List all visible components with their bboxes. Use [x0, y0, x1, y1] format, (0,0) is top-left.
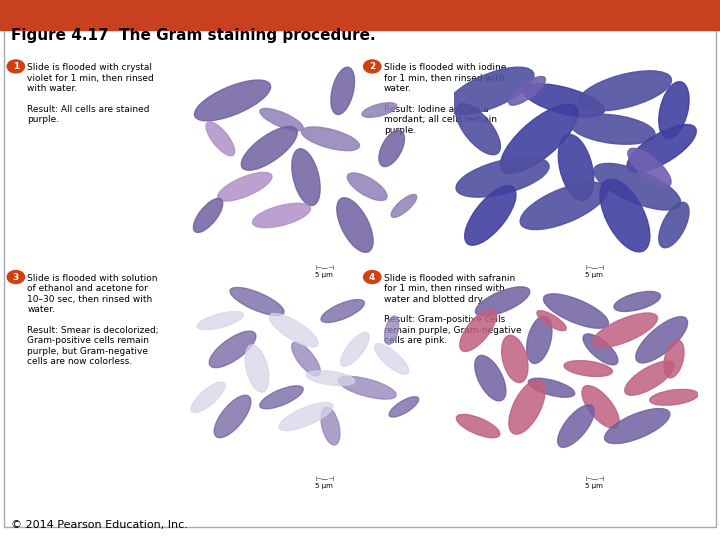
Text: LM: LM — [560, 477, 574, 487]
Ellipse shape — [475, 287, 530, 316]
Ellipse shape — [509, 380, 545, 434]
Ellipse shape — [659, 202, 689, 248]
Ellipse shape — [636, 316, 688, 363]
Ellipse shape — [321, 407, 340, 445]
Ellipse shape — [194, 199, 222, 232]
Ellipse shape — [337, 198, 373, 252]
Text: LM: LM — [560, 267, 574, 276]
Ellipse shape — [456, 414, 500, 438]
Ellipse shape — [260, 386, 303, 409]
Ellipse shape — [600, 179, 650, 252]
Ellipse shape — [215, 395, 251, 438]
Text: Slide is flooded with iodine
for 1 min, then rinsed with
water.

Result: Iodine : Slide is flooded with iodine for 1 min, … — [384, 63, 506, 134]
Text: 4: 4 — [369, 273, 375, 281]
Text: LM: LM — [290, 267, 304, 276]
Ellipse shape — [460, 309, 496, 352]
Ellipse shape — [321, 300, 364, 322]
Text: © 2014 Pearson Education, Inc.: © 2014 Pearson Education, Inc. — [11, 520, 188, 530]
Ellipse shape — [292, 342, 320, 376]
Text: Slide is flooded with crystal
violet for 1 min, then rinsed
with water.

Result:: Slide is flooded with crystal violet for… — [27, 63, 154, 124]
Ellipse shape — [594, 164, 680, 210]
Ellipse shape — [331, 67, 354, 114]
Ellipse shape — [217, 172, 272, 201]
Text: Slide is flooded with solution
of ethanol and acetone for
10–30 sec, then rinsed: Slide is flooded with solution of ethano… — [27, 274, 159, 366]
Ellipse shape — [292, 148, 320, 206]
Text: ⊢—⊣
5 µm: ⊢—⊣ 5 µm — [585, 265, 605, 278]
Text: ⊢—⊣
5 µm: ⊢—⊣ 5 µm — [315, 476, 335, 489]
Ellipse shape — [474, 355, 506, 401]
Ellipse shape — [605, 409, 670, 443]
Ellipse shape — [253, 203, 310, 228]
Ellipse shape — [306, 371, 355, 386]
Ellipse shape — [246, 345, 269, 392]
Ellipse shape — [230, 287, 284, 315]
Ellipse shape — [374, 343, 409, 374]
Ellipse shape — [659, 82, 689, 138]
Ellipse shape — [210, 331, 256, 368]
Text: 2: 2 — [369, 62, 375, 71]
Ellipse shape — [558, 405, 594, 447]
Circle shape — [364, 60, 381, 73]
Ellipse shape — [391, 194, 417, 218]
Ellipse shape — [583, 334, 618, 365]
Ellipse shape — [338, 376, 396, 399]
Ellipse shape — [523, 84, 604, 117]
Ellipse shape — [379, 130, 405, 166]
Ellipse shape — [627, 125, 696, 172]
Ellipse shape — [197, 312, 243, 330]
Ellipse shape — [570, 114, 655, 144]
Ellipse shape — [664, 340, 684, 378]
Ellipse shape — [564, 361, 613, 376]
Ellipse shape — [384, 316, 399, 345]
Ellipse shape — [502, 335, 528, 383]
Text: ⊢—⊣
5 µm: ⊢—⊣ 5 µm — [585, 476, 605, 489]
Ellipse shape — [558, 134, 594, 201]
Ellipse shape — [520, 182, 608, 230]
Bar — [0, 0, 720, 30]
Circle shape — [7, 271, 24, 284]
Ellipse shape — [456, 157, 549, 197]
Ellipse shape — [526, 316, 552, 363]
Ellipse shape — [241, 126, 297, 170]
Ellipse shape — [528, 378, 575, 397]
Text: Slide is flooded with safranin
for 1 min, then rinsed with
water and blotted dry: Slide is flooded with safranin for 1 min… — [384, 274, 521, 345]
Ellipse shape — [341, 333, 369, 366]
Ellipse shape — [649, 389, 698, 405]
Ellipse shape — [206, 122, 235, 156]
Text: Figure 4.17  The Gram staining procedure.: Figure 4.17 The Gram staining procedure. — [11, 28, 375, 43]
Ellipse shape — [260, 109, 303, 131]
Ellipse shape — [302, 127, 359, 151]
Ellipse shape — [362, 103, 397, 117]
Text: 3: 3 — [13, 273, 19, 281]
Ellipse shape — [582, 386, 619, 428]
Ellipse shape — [614, 292, 660, 312]
Ellipse shape — [194, 80, 271, 121]
Ellipse shape — [191, 382, 225, 413]
Ellipse shape — [593, 313, 657, 347]
Ellipse shape — [625, 361, 674, 395]
Ellipse shape — [544, 294, 608, 328]
Ellipse shape — [269, 314, 318, 347]
Ellipse shape — [500, 104, 578, 173]
Ellipse shape — [456, 104, 500, 155]
Text: 1: 1 — [13, 62, 19, 71]
Ellipse shape — [464, 186, 516, 245]
Text: ⊢—⊣
5 µm: ⊢—⊣ 5 µm — [315, 265, 335, 278]
Ellipse shape — [509, 77, 545, 105]
Ellipse shape — [578, 71, 672, 111]
Circle shape — [7, 60, 24, 73]
Ellipse shape — [446, 67, 534, 114]
Ellipse shape — [279, 402, 333, 430]
Ellipse shape — [628, 148, 671, 187]
Ellipse shape — [389, 397, 419, 417]
Circle shape — [364, 271, 381, 284]
Text: LM: LM — [290, 477, 304, 487]
Ellipse shape — [537, 310, 566, 330]
Ellipse shape — [347, 173, 387, 200]
